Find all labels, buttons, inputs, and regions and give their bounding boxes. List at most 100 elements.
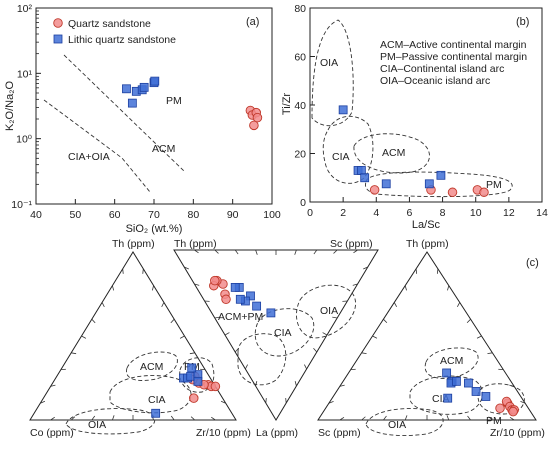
- lithic-point: [187, 363, 197, 373]
- ternary-tick: [112, 415, 115, 421]
- ternary-tick: [190, 416, 196, 421]
- y-tick-label: 10²: [17, 3, 33, 15]
- x-tick-label: 60: [109, 209, 121, 221]
- ternary-tick: [194, 249, 199, 254]
- ternary-tick: [520, 400, 526, 404]
- x-tick-label: 2: [340, 207, 346, 219]
- ternary-tick: [224, 332, 230, 336]
- legend-quartz-marker: [53, 18, 63, 28]
- ternary-tick: [50, 384, 56, 387]
- panel-c-label: (c): [526, 257, 539, 269]
- x-tick-label: 12: [503, 207, 515, 219]
- ternary-tick: [328, 400, 334, 404]
- lithic-point: [360, 173, 370, 183]
- lithic-point: [127, 98, 137, 108]
- x-tick-label: 50: [69, 209, 81, 221]
- ternary-tick: [40, 400, 46, 404]
- lithic-point: [452, 376, 461, 386]
- field-acm: ACM: [152, 143, 175, 155]
- ternary-tick: [71, 352, 77, 355]
- lithic-point: [424, 179, 434, 189]
- lithic-point: [443, 393, 453, 403]
- ternary-tick: [352, 283, 358, 286]
- panel-b-xlabel: La/Sc: [412, 219, 441, 231]
- ternary-2-ticks: [184, 249, 368, 404]
- ternary-1-apex-left: Co (ppm): [30, 427, 74, 439]
- ternary-tick: [122, 268, 124, 274]
- panel-a-ylabel: K₂O/Na₂O: [4, 81, 16, 132]
- panel-b-key: ACM–Active continental margin PM–Passive…: [380, 39, 527, 87]
- y-tick-label: 20: [294, 149, 306, 161]
- ternary-tick: [189, 352, 195, 355]
- panel-a-legend: Quartz sandstone Lithic quartz sandstone: [53, 18, 176, 46]
- field-acm: ACM: [140, 361, 163, 373]
- ternary-tick: [339, 384, 345, 387]
- lithic-point: [442, 368, 452, 378]
- panel-b-frame: [309, 7, 543, 203]
- field-oia: OIA: [320, 57, 338, 69]
- lithic-point: [150, 76, 160, 86]
- ternary-tick: [333, 249, 338, 254]
- field-cia-outline: [109, 375, 192, 414]
- field-oia-outline: [65, 408, 156, 435]
- ternary-tick: [383, 318, 388, 324]
- quartz-point: [252, 112, 263, 123]
- lithic-point: [193, 376, 203, 386]
- ternary-3-apex-left: Sc (ppm): [318, 427, 361, 439]
- ternary-tick: [313, 249, 318, 255]
- lithic-point: [186, 371, 196, 381]
- key-oia: OIA–Oceanic island arc: [380, 75, 490, 87]
- panel-b-points: [338, 105, 489, 198]
- ternary-tick: [170, 318, 175, 324]
- ternary-tick: [245, 364, 248, 370]
- field-oia: OIA: [320, 305, 338, 317]
- ternary-2-apex-top-right: Sc (ppm): [330, 238, 373, 250]
- field-pm: PM: [486, 415, 502, 427]
- ternary-tick: [404, 415, 408, 421]
- lithic-point: [471, 387, 481, 396]
- ternary-tick: [285, 397, 287, 404]
- ternary-th-co-zr: Th (ppm) Co (ppm) Zr/10 (ppm) ACM PM CIA…: [29, 238, 251, 439]
- field-cia: CIA: [274, 327, 292, 339]
- field-acm-pm-outline: [237, 333, 287, 386]
- lithic-point: [436, 170, 446, 180]
- ternary-tick: [81, 335, 87, 339]
- ternary-tick: [509, 416, 515, 421]
- panel-b-label: (b): [516, 16, 529, 28]
- ternary-tick: [161, 302, 165, 308]
- ternary-2-fields: ACM+PM CIA OIA: [218, 284, 356, 386]
- ternary-1-points: [151, 363, 221, 418]
- ternary-tick: [91, 318, 96, 324]
- ternary-tick: [151, 285, 154, 291]
- y-tick-label: 10¹: [17, 68, 33, 80]
- panel-b-y-ticks: 0 20 40 60 80: [294, 3, 315, 209]
- panel-b-ylabel: Ti/Zr: [281, 93, 293, 116]
- field-oia-outline: [365, 408, 444, 436]
- y-tick-label: 60: [294, 52, 306, 64]
- lithic-point: [122, 84, 131, 94]
- ternary-tick: [184, 266, 189, 270]
- x-tick-label: 100: [263, 209, 281, 221]
- lithic-point: [252, 301, 262, 311]
- ternary-tick: [372, 335, 378, 339]
- x-tick-label: 0: [307, 207, 313, 219]
- field-pm-outline: [179, 357, 215, 393]
- panel-a: (a) SiO₂ (wt.%) K₂O/Na₂O 40 50 60 70 80 90 100…: [4, 3, 281, 235]
- field-cia: CIA: [332, 151, 350, 163]
- quartz-point: [221, 294, 231, 305]
- ternary-tick: [457, 302, 461, 308]
- quartz-point: [369, 185, 380, 195]
- x-tick-label: 4: [373, 207, 379, 219]
- ternary-tick: [304, 364, 307, 370]
- ternary-tick: [50, 416, 55, 421]
- ternary-tick: [383, 415, 387, 421]
- panel-b-x-ticks: 0 2 4 6 8 10 12 14: [307, 197, 548, 219]
- panel-a-y-ticks: 10⁻¹ 10⁰ 10¹ 10²: [11, 3, 41, 211]
- quartz-point: [479, 187, 489, 198]
- y-tick-label: 10⁻¹: [11, 199, 32, 211]
- ternary-tick: [194, 283, 200, 286]
- ternary-tick: [294, 249, 297, 255]
- panel-b: (b) La/Sc Ti/Zr 0 2 4 6 8 10 12 14 0 20 40 60 80 OI…: [281, 3, 548, 231]
- ternary-tick: [332, 316, 338, 319]
- panel-a-label: (a): [246, 16, 259, 28]
